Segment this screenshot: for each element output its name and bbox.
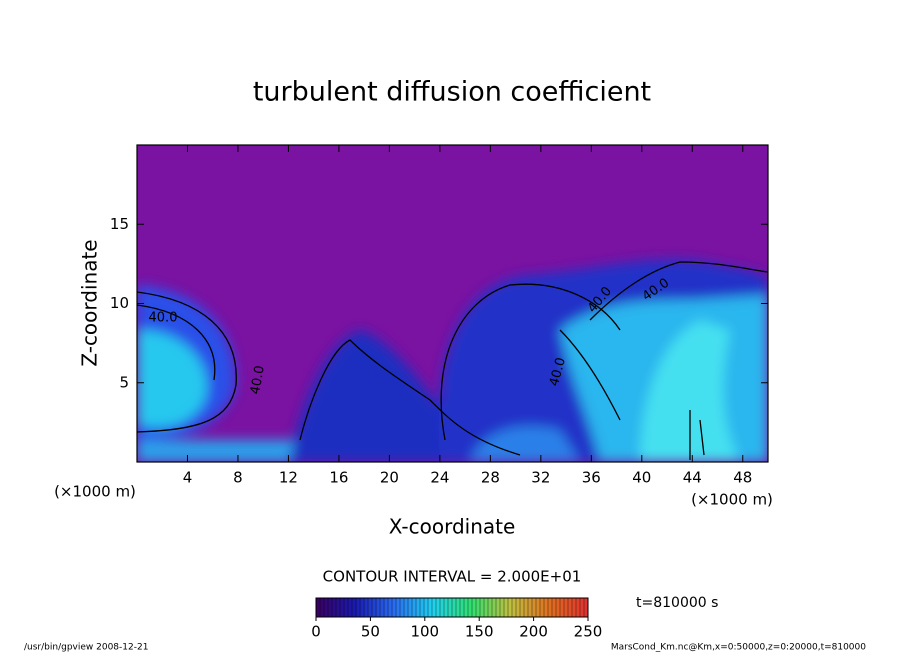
colorbar-tick-label: 150: [465, 623, 494, 641]
contour-label: 40.0: [149, 311, 178, 326]
x-tick-label: 16: [329, 469, 348, 487]
contour-label: 40.0: [547, 356, 569, 388]
field: [137, 145, 768, 462]
y-tick-label: 10: [110, 294, 129, 312]
time-label: t=810000 s: [636, 595, 718, 611]
colorbar-tick-label: 0: [311, 623, 321, 641]
contour-label: 40.0: [248, 364, 268, 395]
y-axis-label: Z-coordinate: [78, 239, 102, 366]
chart-title: turbulent diffusion coefficient: [253, 77, 651, 108]
x-tick-label: 4: [183, 469, 193, 487]
contour-interval: CONTOUR INTERVAL = 2.000E+01: [323, 568, 582, 586]
x-unit: (×1000 m): [54, 483, 136, 501]
x-unit: (×1000 m): [691, 491, 773, 509]
colorbar-tick-label: 100: [410, 623, 439, 641]
x-tick-label: 20: [380, 469, 399, 487]
x-tick-label: 12: [279, 469, 298, 487]
colorbar-tick-label: 50: [361, 623, 380, 641]
x-tick-label: 44: [683, 469, 702, 487]
x-tick-label: 24: [430, 469, 449, 487]
x-tick-label: 40: [632, 469, 651, 487]
y-tick-label: 15: [110, 215, 129, 233]
x-tick-label: 36: [582, 469, 601, 487]
colorbar-tick-label: 250: [574, 623, 603, 641]
x-axis-label: X-coordinate: [389, 515, 516, 539]
x-tick-label: 48: [733, 469, 752, 487]
x-tick-label: 28: [481, 469, 500, 487]
colorbar-tick-label: 200: [519, 623, 548, 641]
y-tick-label: 5: [119, 373, 129, 391]
x-tick-label: 8: [233, 469, 243, 487]
footer-right: MarsCond_Km.nc@Km,x=0:50000,z=0:20000,t=…: [611, 643, 866, 653]
x-tick-label: 32: [531, 469, 550, 487]
footer-left: /usr/bin/gpview 2008-12-21: [24, 643, 148, 653]
